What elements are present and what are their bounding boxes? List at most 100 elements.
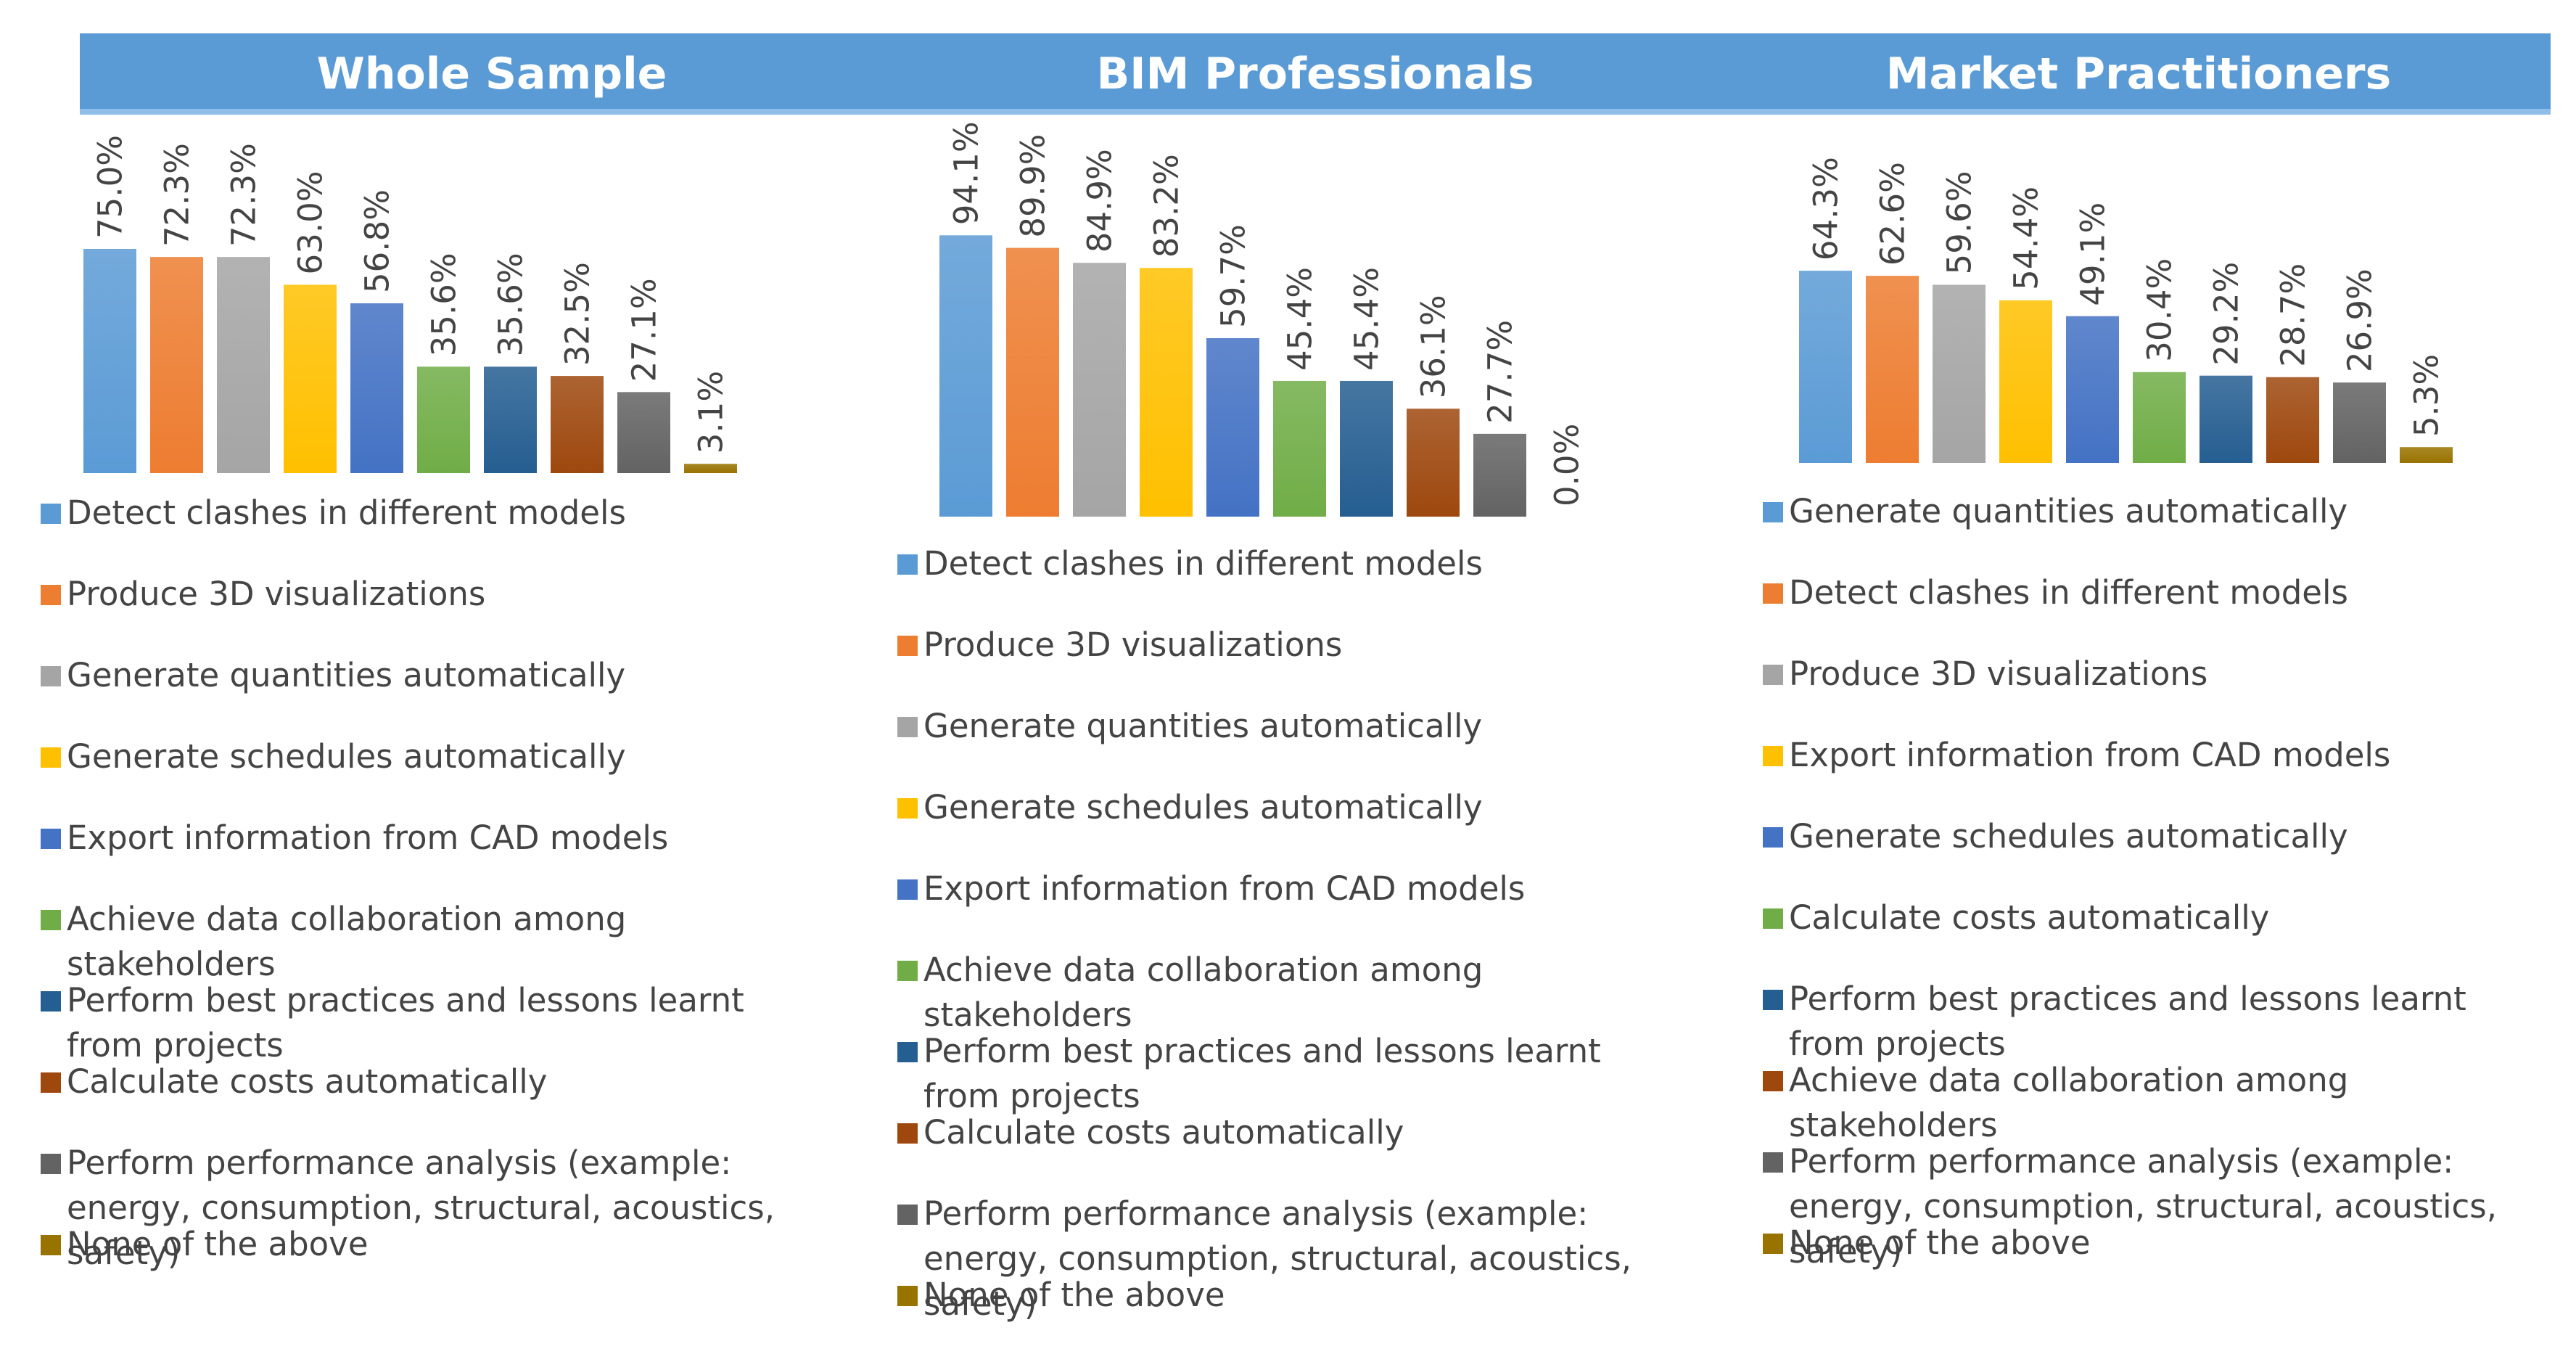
- legend-label: Produce 3D visualizations: [923, 625, 1343, 664]
- data-label-6: 35.6%: [425, 253, 464, 356]
- data-label-6: 45.4%: [1281, 267, 1320, 371]
- chart-panel-market-practitioners: Market Practitioners 64.3% 62.6% 59.6% 54.4…: [1727, 0, 2551, 1344]
- legend-label: Export information from CAD models: [1789, 736, 2391, 774]
- bar-1: [83, 249, 136, 473]
- legend-swatch: [897, 1286, 918, 1306]
- bar-8: [1407, 409, 1460, 517]
- legend-swatch: [1763, 908, 1783, 929]
- legend-item: Calculate costs automatically: [36, 1059, 776, 1141]
- legend-swatch: [1763, 990, 1783, 1010]
- legend-swatch: [1763, 502, 1783, 522]
- legend-label: Detect clashes in different models: [67, 493, 626, 532]
- legend-item: Detect clashes in different models: [36, 491, 776, 572]
- bar-5: [1206, 338, 1259, 517]
- data-label-9: 27.1%: [625, 278, 664, 382]
- legend-item: Export information from CAD models: [1758, 733, 2498, 814]
- legend-item: Produce 3D visualizations: [1758, 652, 2498, 733]
- legend-item: Perform best practices and lessons learn…: [893, 1029, 1633, 1115]
- legend-item: Generate schedules automatically: [36, 734, 776, 816]
- legend-label: Perform performance analysis (example: e…: [923, 1194, 1632, 1323]
- legend-item: Generate schedules automatically: [1758, 814, 2498, 895]
- data-label-9: 26.9%: [2341, 268, 2379, 372]
- legend-swatch: [41, 1072, 61, 1093]
- bar-9: [617, 392, 670, 473]
- panel-title: BIM Professionals: [1096, 49, 1534, 99]
- data-label-6: 30.4%: [2141, 258, 2179, 362]
- legend: Generate quantities automatically Detect …: [1758, 489, 2498, 1302]
- bar-9: [2333, 382, 2386, 463]
- legend-label: Perform performance analysis (example: e…: [67, 1144, 775, 1272]
- legend-swatch: [41, 1235, 61, 1255]
- legend-swatch: [1763, 1152, 1783, 1173]
- bar-6: [417, 366, 470, 473]
- legend-item: None of the above: [1758, 1220, 2498, 1302]
- bar-8: [551, 376, 604, 473]
- legend-item: Export information from CAD models: [893, 866, 1633, 948]
- data-label-7: 45.4%: [1348, 267, 1386, 371]
- legend-swatch: [41, 1154, 61, 1174]
- legend-item: Achieve data collaboration among stakeho…: [1758, 1058, 2498, 1144]
- bar-4: [1999, 300, 2052, 463]
- data-label-5: 49.1%: [2074, 202, 2112, 306]
- legend-item: Generate quantities automatically: [1758, 489, 2498, 570]
- panel-header: Whole Sample: [80, 33, 904, 115]
- legend-swatch: [1763, 583, 1783, 604]
- panel-title: Market Practitioners: [1885, 49, 2392, 99]
- data-label-1: 64.3%: [1807, 157, 1845, 260]
- data-label-3: 84.9%: [1081, 149, 1119, 253]
- bar-7: [1340, 380, 1393, 517]
- legend-item: Achieve data collaboration among stakeho…: [36, 897, 776, 983]
- data-label-10: 5.3%: [2408, 354, 2446, 437]
- legend-item: Produce 3D visualizations: [36, 572, 776, 653]
- data-label-7: 35.6%: [492, 253, 530, 356]
- legend-swatch: [41, 585, 61, 605]
- bar-3: [217, 257, 270, 473]
- data-label-5: 56.8%: [358, 189, 397, 293]
- legend-swatch: [897, 636, 918, 656]
- legend-label: Calculate costs automatically: [923, 1113, 1404, 1152]
- legend-swatch: [41, 829, 61, 849]
- legend-label: Generate quantities automatically: [923, 707, 1483, 745]
- legend-label: Generate quantities automatically: [67, 656, 626, 694]
- legend-item: Calculate costs automatically: [1758, 895, 2498, 977]
- bar-2: [1866, 276, 1919, 463]
- legend-item: Detect clashes in different models: [893, 541, 1633, 623]
- data-label-2: 72.3%: [158, 143, 197, 247]
- legend-label: None of the above: [67, 1225, 369, 1263]
- legend-item: Generate quantities automatically: [36, 653, 776, 734]
- legend-label: Generate schedules automatically: [1789, 817, 2348, 856]
- panel-header: Market Practitioners: [1727, 33, 2551, 115]
- bar-8: [2266, 377, 2319, 463]
- bar-2: [150, 257, 203, 473]
- bar-6: [2133, 372, 2186, 463]
- legend-label: Achieve data collaboration among stakeho…: [1789, 1061, 2349, 1144]
- legend-swatch: [897, 717, 918, 737]
- data-label-1: 75.0%: [91, 135, 130, 239]
- legend-item: Perform performance analysis (example: e…: [893, 1191, 1633, 1323]
- bar-5: [2066, 316, 2119, 463]
- bar-5: [350, 303, 403, 473]
- data-label-8: 28.7%: [2274, 263, 2313, 367]
- data-label-4: 83.2%: [1148, 154, 1186, 258]
- legend-label: Generate schedules automatically: [67, 737, 626, 776]
- legend-item: Perform best practices and lessons learn…: [36, 978, 776, 1064]
- bar-plot: 64.3% 62.6% 59.6% 54.4% 49.1% 30.4% 29.2% 28.7%…: [1799, 157, 2453, 463]
- legend-label: None of the above: [1789, 1223, 2091, 1262]
- data-label-3: 72.3%: [225, 143, 263, 247]
- panel-header: BIM Professionals: [903, 33, 1727, 115]
- legend-swatch: [41, 747, 61, 768]
- legend-swatch: [897, 554, 918, 575]
- data-label-7: 29.2%: [2207, 262, 2246, 366]
- legend-swatch: [1763, 1071, 1783, 1091]
- legend-swatch: [897, 1123, 918, 1144]
- bar-4: [1140, 268, 1193, 517]
- legend-label: Perform performance analysis (example: e…: [1789, 1142, 2498, 1271]
- legend-swatch: [897, 798, 918, 818]
- data-label-1: 94.1%: [947, 121, 986, 225]
- data-label-10: 3.1%: [692, 371, 731, 454]
- chart-panel-whole-sample: Whole Sample 75.0% 72.3% 72.3% 63.0% 56.8% 35…: [41, 0, 904, 1344]
- legend-label: Detect clashes in different models: [1789, 573, 2348, 612]
- chart-panel-bim-professionals: BIM Professionals 94.1% 89.9% 84.9% 83.2% 59…: [897, 0, 1727, 1344]
- legend-label: Export information from CAD models: [67, 818, 669, 857]
- legend-label: Perform best practices and lessons learn…: [1789, 980, 2466, 1063]
